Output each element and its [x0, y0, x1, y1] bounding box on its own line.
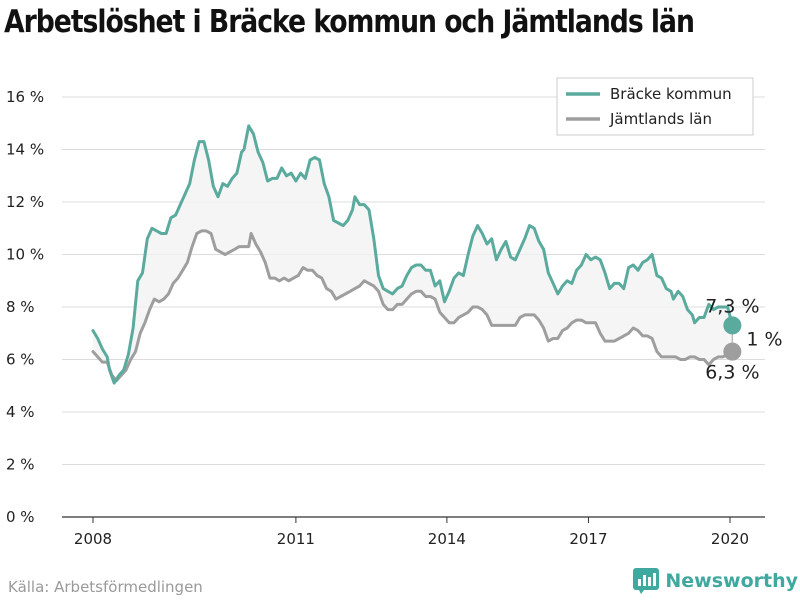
y-tick-label: 10 %	[6, 246, 44, 264]
source-note: Källa: Arbetsförmedlingen	[8, 578, 203, 596]
x-tick-label: 2017	[569, 530, 607, 548]
bar-chart-logo-icon	[633, 568, 660, 594]
legend: Bräcke kommun Jämtlands län	[556, 77, 754, 136]
brand: Newsworthy	[633, 568, 798, 594]
gap-area	[93, 125, 733, 384]
x-tick-label: 2008	[74, 530, 112, 548]
x-tick-label: 2011	[277, 530, 315, 548]
series-lines	[91, 124, 734, 385]
y-tick-label: 14 %	[6, 141, 44, 159]
x-axis: 2008 2011 2014 2017 2020	[62, 516, 765, 548]
y-tick-label: 0 %	[6, 508, 35, 526]
chart-title: Arbetslöshet i Bräcke kommun och Jämtlan…	[4, 4, 695, 40]
y-axis: 0 % 2 % 4 % 6 % 8 % 10 % 12 % 14 % 16 %	[6, 88, 44, 526]
series-line-bracke	[91, 124, 734, 385]
legend-box	[556, 77, 754, 136]
y-tick-label: 2 %	[6, 456, 35, 474]
x-tick-label: 2020	[711, 530, 749, 548]
legend-label: Bräcke kommun	[610, 85, 732, 103]
x-tick-label: 2014	[428, 530, 466, 548]
y-tick-label: 16 %	[6, 88, 44, 106]
y-tick-label: 6 %	[6, 351, 35, 369]
gridlines	[62, 96, 765, 465]
legend-label: Jämtlands län	[609, 110, 712, 128]
end-value-jamtland: 6,3 %	[705, 362, 759, 384]
end-marker-bracke	[723, 316, 742, 335]
brand-name: Newsworthy	[665, 570, 798, 592]
series-line-jamtland	[91, 229, 734, 382]
y-tick-label: 12 %	[6, 193, 44, 211]
end-markers: 7,3 % 6,3 % 1 %	[705, 295, 782, 383]
y-tick-label: 4 %	[6, 403, 35, 421]
difference-label: 1 %	[746, 329, 782, 351]
end-marker-jamtland	[723, 342, 742, 361]
end-value-bracke: 7,3 %	[705, 295, 759, 317]
y-tick-label: 8 %	[6, 298, 35, 316]
